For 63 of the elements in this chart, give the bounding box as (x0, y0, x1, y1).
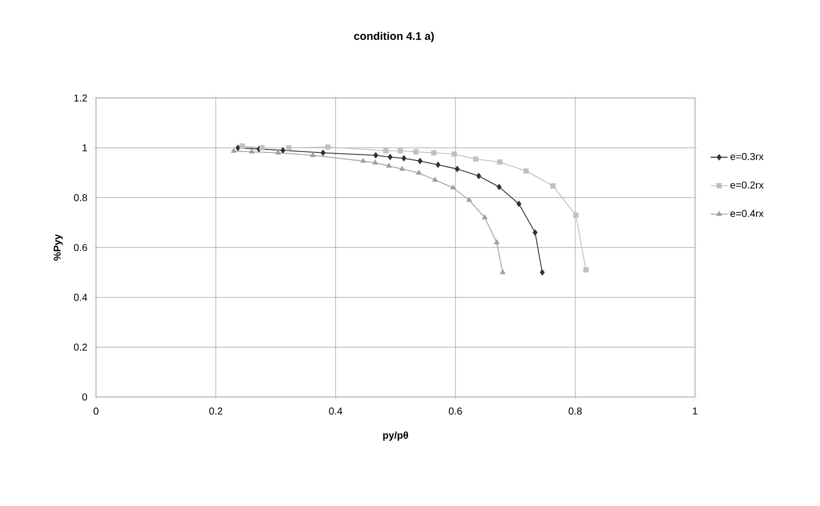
y-tick-label: 1.2 (74, 94, 87, 102)
x-tick-label: 0 (94, 408, 98, 415)
point (432, 176, 438, 182)
point (500, 269, 506, 274)
point (416, 170, 422, 175)
point (497, 159, 502, 165)
point (240, 143, 245, 149)
point (413, 149, 419, 154)
point (523, 168, 529, 174)
chart-title: condition 4.1 a) (354, 32, 434, 42)
y-axis-title: %Pyy (54, 234, 63, 261)
y-tick-label: 0.8 (74, 194, 88, 202)
point (401, 155, 406, 162)
point (360, 158, 366, 163)
x-tick-label: 0.2 (209, 408, 222, 415)
legend-label: e=0.2rx (730, 181, 764, 189)
point (454, 166, 460, 172)
y-tick-label: 0.4 (74, 294, 88, 301)
point (418, 158, 422, 164)
y-tick-label: 0.6 (74, 244, 88, 252)
point (398, 148, 403, 154)
point (516, 200, 522, 207)
point (550, 183, 556, 189)
x-axis-title: py/pθ (383, 431, 408, 441)
point (280, 147, 286, 154)
point (476, 172, 482, 180)
point (259, 145, 265, 150)
legend-label: e=0.4rx (730, 210, 764, 218)
point (452, 151, 457, 157)
point (286, 145, 292, 150)
point (275, 150, 281, 155)
point (249, 148, 254, 154)
x-tick-label: 0.8 (568, 408, 582, 415)
point (386, 162, 392, 168)
point (325, 144, 330, 150)
y-tick-label: 0 (82, 393, 88, 401)
point (540, 269, 545, 276)
legend-label: e=0.3rx (730, 153, 764, 160)
y-tick-label: 0.2 (74, 344, 87, 351)
point (466, 197, 472, 202)
point (496, 184, 502, 190)
point (231, 148, 236, 153)
point (482, 214, 488, 220)
point (431, 150, 436, 156)
point (473, 156, 478, 162)
x-tick-label: 0.6 (448, 408, 462, 415)
point (532, 229, 538, 236)
x-tick-label: 1 (692, 408, 698, 414)
point (494, 239, 500, 244)
point (583, 267, 589, 273)
point (383, 148, 389, 154)
point (373, 152, 378, 158)
point (388, 154, 393, 160)
point (436, 162, 440, 168)
point (320, 150, 326, 156)
point (236, 144, 240, 151)
point (573, 212, 578, 218)
point (399, 166, 405, 171)
point (310, 152, 316, 158)
x-tick-label: 0.4 (329, 408, 342, 415)
y-tick-label: 1 (82, 144, 87, 152)
point (372, 160, 378, 165)
point (450, 184, 456, 190)
